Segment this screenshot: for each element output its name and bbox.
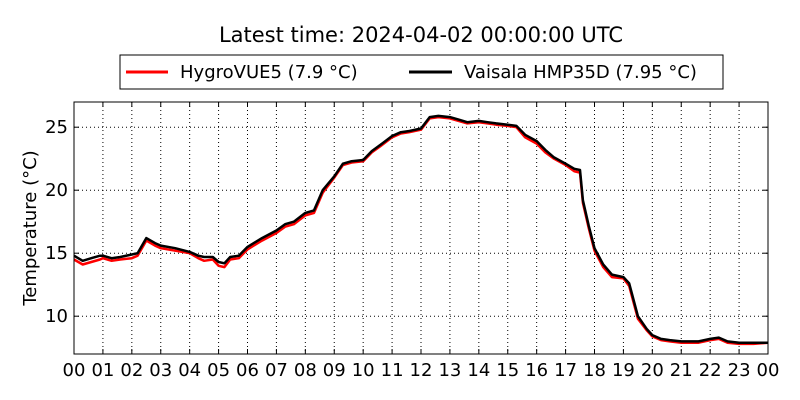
y-tick-label: 10 bbox=[45, 306, 68, 327]
x-tick-label: 12 bbox=[410, 360, 433, 381]
x-tick-label: 20 bbox=[641, 360, 664, 381]
x-tick-label: 00 bbox=[63, 360, 86, 381]
y-tick-label: 25 bbox=[45, 117, 68, 138]
chart-title: Latest time: 2024-04-02 00:00:00 UTC bbox=[219, 23, 623, 47]
x-tick-label: 09 bbox=[323, 360, 346, 381]
y-tick-label: 15 bbox=[45, 243, 68, 264]
x-tick-label: 17 bbox=[554, 360, 577, 381]
x-tick-label: 00 bbox=[757, 360, 780, 381]
x-tick-label: 13 bbox=[438, 360, 461, 381]
axis-ticks: 00 01 02 03 04 05 06 07 08 09 10 11 12 13 14 15 16 17 18 19… bbox=[45, 102, 779, 381]
legend-label-vaisala: Vaisala HMP35D (7.95 °C) bbox=[464, 62, 697, 83]
x-tick-label: 22 bbox=[699, 360, 722, 381]
x-tick-label: 21 bbox=[670, 360, 693, 381]
x-tick-label: 15 bbox=[496, 360, 519, 381]
x-tick-label: 04 bbox=[178, 360, 201, 381]
x-tick-label: 23 bbox=[728, 360, 751, 381]
x-tick-label: 16 bbox=[525, 360, 548, 381]
x-tick-label: 18 bbox=[583, 360, 606, 381]
x-tick-label: 06 bbox=[236, 360, 259, 381]
x-tick-label: 01 bbox=[91, 360, 114, 381]
series-line-1 bbox=[73, 114, 768, 344]
x-tick-label: 03 bbox=[149, 360, 172, 381]
legend-label-hygrovue5: HygroVUE5 (7.9 °C) bbox=[180, 62, 358, 83]
x-tick-label: 14 bbox=[467, 360, 490, 381]
legend: HygroVUE5 (7.9 °C) Vaisala HMP35D (7.95 … bbox=[119, 54, 724, 90]
y-axis-label: Temperature (°C) bbox=[20, 150, 41, 306]
y-tick-label: 20 bbox=[45, 180, 68, 201]
grid bbox=[74, 102, 768, 354]
x-tick-label: 19 bbox=[612, 360, 635, 381]
x-tick-label: 08 bbox=[294, 360, 317, 381]
x-tick-label: 05 bbox=[207, 360, 230, 381]
x-tick-label: 02 bbox=[120, 360, 143, 381]
series-layer bbox=[73, 114, 769, 346]
x-tick-label: 10 bbox=[352, 360, 375, 381]
x-tick-label: 07 bbox=[265, 360, 288, 381]
x-tick-label: 11 bbox=[381, 360, 404, 381]
